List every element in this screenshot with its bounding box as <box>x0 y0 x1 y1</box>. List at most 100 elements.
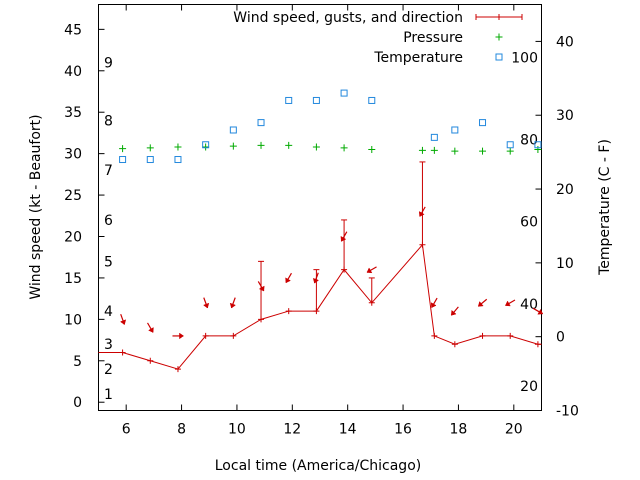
wind-direction-arrow <box>147 322 154 333</box>
beaufort-label: 6 <box>104 213 113 229</box>
legend-label: Wind speed, gusts, and direction <box>233 10 463 26</box>
y-left-tick-label: 25 <box>64 188 82 204</box>
y-left-tick-label: 10 <box>64 312 82 328</box>
wind-speed-point <box>534 341 541 348</box>
beaufort-label: 2 <box>104 362 113 378</box>
pressure-point <box>479 147 487 155</box>
x-tick-label: 10 <box>228 422 246 438</box>
wind-speed-point <box>202 332 209 339</box>
y-left-tick-label: 45 <box>64 22 82 38</box>
temperature-point <box>534 141 542 149</box>
legend-temperature-swatch <box>495 53 503 61</box>
beaufort-label: 1 <box>104 387 113 403</box>
data-series <box>98 89 544 373</box>
wind-direction-arrow <box>285 272 292 284</box>
wind-direction-arrow <box>257 281 265 292</box>
wind-direction-head <box>366 267 373 274</box>
wind-direction-head <box>119 319 127 325</box>
wind-direction-head <box>312 277 320 284</box>
wind-direction-arrow <box>366 266 377 274</box>
axis-tick-labels: 6 8 10 12 14 16 18 20051015202530354045-1001020… <box>64 22 579 437</box>
wind-speed-point <box>419 241 426 248</box>
temperature-point <box>368 96 376 104</box>
wind-direction-head <box>258 285 265 292</box>
wind-speed-point <box>368 299 375 306</box>
legend-label: Temperature <box>373 50 463 66</box>
wind-speed-line <box>98 243 542 370</box>
temperature-point <box>430 133 438 141</box>
y-left-tick-label: 20 <box>64 230 82 246</box>
x-tick-label: 8 <box>177 422 186 438</box>
temperature-point <box>506 141 514 149</box>
temperature-point <box>202 141 210 149</box>
temperature-point <box>479 119 487 127</box>
wind-speed-point <box>285 308 292 315</box>
wind-direction-arrow <box>430 297 438 308</box>
wind-direction-arrow <box>532 307 544 315</box>
fahrenheit-label: 20 <box>520 379 538 395</box>
temperature-point <box>229 126 237 134</box>
y-left-tick-label: 15 <box>64 271 82 287</box>
wind-direction-head <box>202 302 210 309</box>
beaufort-label: 7 <box>104 163 113 179</box>
temperature-point <box>340 89 348 97</box>
wind-direction-head <box>451 309 457 316</box>
wind-direction-arrow <box>172 332 184 340</box>
wind-speed-point <box>451 341 458 348</box>
wind-speed-point <box>431 332 438 339</box>
pressure-point <box>418 146 426 154</box>
y-left-tick-label: 35 <box>64 105 82 121</box>
temperature-point <box>146 156 154 164</box>
temperature-point <box>285 96 293 104</box>
wind-speed-point <box>119 349 126 356</box>
pressure-point <box>534 146 542 153</box>
y-right-tick-label: -10 <box>556 404 579 420</box>
axis-ticks <box>98 4 542 411</box>
temperature-point <box>257 119 265 127</box>
pressure-point <box>430 146 438 154</box>
beaufort-label: 4 <box>104 304 113 320</box>
y-axis-right-label: Temperature (C - F) <box>597 139 613 276</box>
wind-speed-point <box>174 366 181 373</box>
beaufort-label: 3 <box>104 337 113 353</box>
y-axis-left-label: Wind speed (kt - Beaufort) <box>28 114 44 299</box>
pressure-point <box>174 143 182 151</box>
legend-wind-swatch-marks <box>475 14 523 20</box>
pressure-point <box>257 141 265 149</box>
wind-speed-point <box>230 332 237 339</box>
pressure-point <box>312 143 320 151</box>
y-left-tick-label: 5 <box>73 354 82 370</box>
temperature-point <box>119 156 127 164</box>
plot-frame <box>98 4 542 411</box>
beaufort-label: 9 <box>104 56 113 72</box>
x-tick-label: 14 <box>339 422 357 438</box>
wind-direction-head <box>505 300 511 307</box>
y-left-tick-label: 0 <box>73 395 82 411</box>
y-right-tick-label: 40 <box>556 34 574 50</box>
wind-direction-head <box>418 211 425 217</box>
wind-speed-point <box>479 332 486 339</box>
x-tick-label: 6 <box>122 422 131 438</box>
wind-direction-head <box>537 308 544 315</box>
wind-speed-point <box>147 357 154 364</box>
legend-label: Pressure <box>403 30 463 46</box>
fahrenheit-label: 80 <box>520 133 538 149</box>
x-tick-label: 18 <box>450 422 468 438</box>
wind-direction-head <box>148 327 154 333</box>
y-right-tick-label: 10 <box>556 256 574 272</box>
wind-direction-arrow <box>312 272 320 284</box>
pressure-point <box>202 143 210 151</box>
x-tick-label: 12 <box>283 422 301 438</box>
pressure-point <box>146 144 154 152</box>
beaufort-label: 8 <box>104 114 113 130</box>
beaufort-label: 5 <box>104 254 113 270</box>
y-right-tick-label: 0 <box>556 330 565 346</box>
pressure-point <box>340 144 348 152</box>
wind-direction-arrow <box>202 297 210 309</box>
fahrenheit-label: 100 <box>511 51 538 67</box>
wind-speed-point <box>507 332 514 339</box>
x-axis-label: Local time (America/Chicago) <box>215 458 421 474</box>
y-right-tick-label: 30 <box>556 108 574 124</box>
wind-speed-point <box>341 266 348 273</box>
temperature-point <box>174 156 182 164</box>
